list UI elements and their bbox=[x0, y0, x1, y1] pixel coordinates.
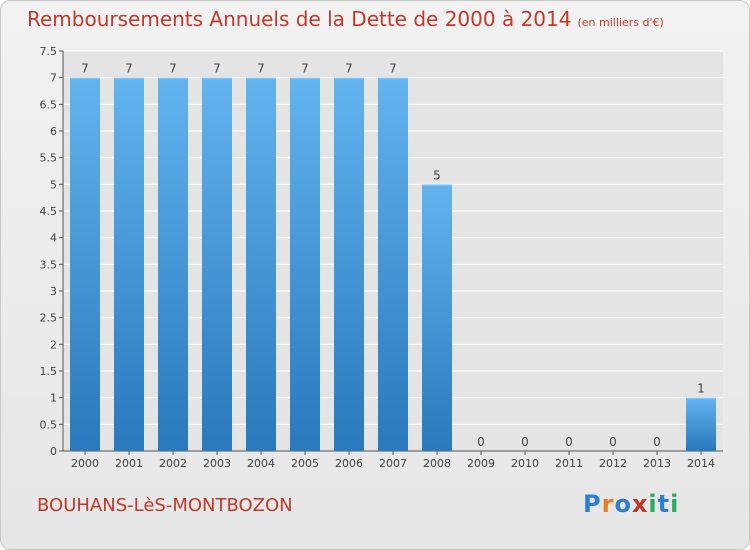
data-label: 7 bbox=[389, 62, 397, 76]
bar bbox=[686, 397, 716, 451]
data-label: 7 bbox=[257, 62, 265, 76]
y-tick-label: 5.5 bbox=[40, 152, 58, 165]
axes: 0 0.5 1 1.5 2 2.5 3 3.5 4 4.5 5 5.5 6 6.5 7 7.5 bbox=[40, 45, 723, 458]
y-tick-label: 0.5 bbox=[40, 418, 58, 431]
x-tick-label: 2012 bbox=[599, 457, 627, 470]
title-text: Remboursements Annuels de la Dette de 20… bbox=[27, 7, 572, 31]
bars bbox=[70, 77, 716, 452]
logo-letter: i bbox=[670, 490, 680, 518]
y-tick-label: 4 bbox=[50, 232, 57, 245]
data-label: 0 bbox=[521, 435, 529, 449]
x-tick-label: 2007 bbox=[379, 457, 407, 470]
logo-letter: x bbox=[631, 490, 649, 518]
logo-letter: P bbox=[583, 490, 602, 518]
x-tick-label: 2000 bbox=[71, 457, 99, 470]
y-tick-label: 3.5 bbox=[40, 258, 58, 271]
data-label: 1 bbox=[697, 382, 705, 396]
x-tick-label: 2001 bbox=[115, 457, 143, 470]
unit-label: (en milliers d'€) bbox=[577, 16, 664, 29]
data-label: 7 bbox=[301, 62, 309, 76]
y-tick-label: 2.5 bbox=[40, 312, 58, 325]
bar bbox=[70, 77, 100, 452]
data-label: 5 bbox=[433, 168, 441, 182]
x-tick-label: 2008 bbox=[423, 457, 451, 470]
logo-letter: t bbox=[657, 490, 671, 518]
y-tick-label: 1.5 bbox=[40, 365, 58, 378]
x-tick-label: 2002 bbox=[159, 457, 187, 470]
data-label: 7 bbox=[345, 62, 353, 76]
data-label: 0 bbox=[565, 435, 573, 449]
logo-letter: r bbox=[601, 490, 615, 518]
y-tick-label: 1 bbox=[50, 392, 57, 405]
chart-title: Remboursements Annuels de la Dette de 20… bbox=[27, 7, 664, 31]
y-tick-label: 4.5 bbox=[40, 205, 58, 218]
x-tick-label: 2013 bbox=[643, 457, 671, 470]
y-tick-label: 6.5 bbox=[40, 98, 58, 111]
logo-letter: i bbox=[648, 490, 658, 518]
y-tick-label: 3 bbox=[50, 285, 57, 298]
bar bbox=[158, 77, 188, 452]
bar bbox=[422, 184, 452, 452]
x-tick-label: 2010 bbox=[511, 457, 539, 470]
bar bbox=[378, 77, 408, 452]
data-label: 7 bbox=[81, 62, 89, 76]
x-tick-label: 2004 bbox=[247, 457, 275, 470]
x-tick-label: 2009 bbox=[467, 457, 495, 470]
data-label: 7 bbox=[213, 62, 221, 76]
y-tick-label: 7 bbox=[50, 72, 57, 85]
x-tick-label: 2005 bbox=[291, 457, 319, 470]
data-label: 7 bbox=[125, 62, 133, 76]
x-tick-label: 2014 bbox=[687, 457, 715, 470]
y-tick-label: 2 bbox=[50, 338, 57, 351]
y-tick-label: 7.5 bbox=[40, 45, 58, 58]
data-label: 0 bbox=[477, 435, 485, 449]
data-label: 0 bbox=[609, 435, 617, 449]
bar bbox=[114, 77, 144, 452]
bar bbox=[334, 77, 364, 452]
logo-letter: o bbox=[614, 490, 632, 518]
bar bbox=[290, 77, 320, 452]
bar bbox=[202, 77, 232, 452]
x-tick-label: 2011 bbox=[555, 457, 583, 470]
y-tick-label: 0 bbox=[50, 445, 57, 458]
commune-name: BOUHANS-LèS-MONTBOZON bbox=[37, 495, 293, 516]
data-label: 7 bbox=[169, 62, 177, 76]
proxiti-logo: Proxiti bbox=[583, 490, 679, 518]
y-tick-label: 5 bbox=[50, 178, 57, 191]
y-tick-label: 6 bbox=[50, 125, 57, 138]
bar bbox=[246, 77, 276, 452]
labels: 2000 7 2001 7 2002 7 2003 7 2004 7 2005 7 2006 7 2007 7… bbox=[71, 62, 715, 470]
data-label: 0 bbox=[653, 435, 661, 449]
x-tick-label: 2003 bbox=[203, 457, 231, 470]
x-tick-label: 2006 bbox=[335, 457, 363, 470]
